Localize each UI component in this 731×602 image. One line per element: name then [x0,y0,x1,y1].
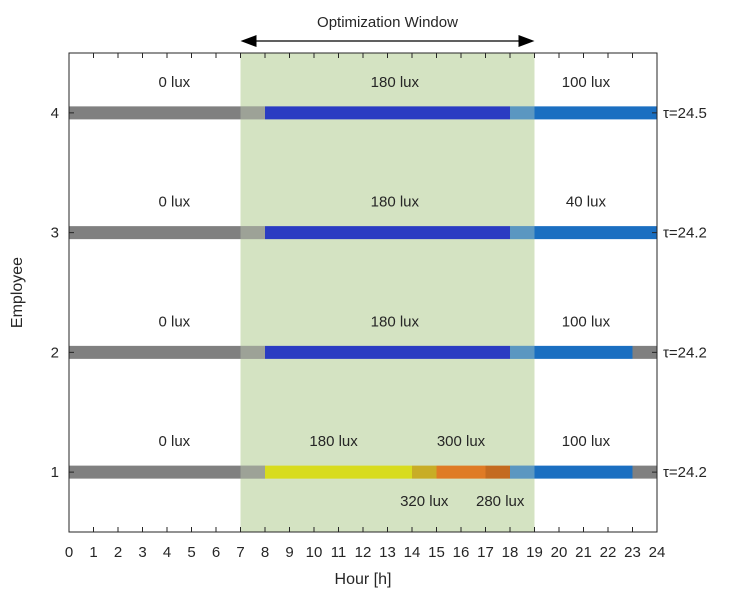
optimization-window-band [240,53,535,532]
bar-window-tint [240,345,265,359]
x-axis: 0 1 2 3 4 5 6 7 8 9 10 11 12 13 14 15 16 17 18 19 20 21 22 23 24 [65,53,666,561]
bar-segment [265,465,412,479]
bar-segment [436,465,486,479]
x-tick-label: 8 [261,544,269,561]
bar-segment [69,345,265,359]
bar-segment [510,465,633,479]
optimization-window-layer [240,53,535,532]
bar-segment [632,345,657,359]
bar-segment [485,465,510,479]
y-tick-label: 1 [51,464,59,481]
lux-label: 180 lux [371,74,420,91]
lux-label: 40 lux [566,194,607,211]
x-tick-label: 14 [404,544,421,561]
y-axis-label: Employee [9,257,26,328]
bar-segment [265,345,510,359]
tau-label: τ=24.2 [663,464,707,481]
lux-label: 180 lux [371,194,420,211]
x-tick-label: 16 [453,544,470,561]
lux-label: 100 lux [562,313,611,330]
y-tick-label: 2 [51,344,59,361]
bar-segment [510,226,657,240]
lux-label: 280 lux [476,493,525,510]
bar-window-tint [510,465,535,479]
x-axis-label: Hour [h] [335,571,392,588]
optimization-window-label: Optimization Window [317,14,458,31]
tau-label: τ=24.2 [663,225,707,242]
y-tick-label: 4 [51,105,59,122]
x-tick-label: 5 [187,544,195,561]
bar-segment [510,106,657,120]
x-tick-label: 10 [306,544,323,561]
bar-segment [69,106,265,120]
arrow-left-head [240,35,257,47]
lux-label: 300 lux [437,433,486,450]
tau-label: τ=24.5 [663,105,707,122]
lux-label: 100 lux [562,433,611,450]
optimization-window-header: Optimization Window [240,14,535,47]
bar-window-tint [510,345,535,359]
bar-segment [412,465,437,479]
x-tick-label: 7 [236,544,244,561]
lux-label: 180 lux [309,433,358,450]
tau-labels: τ=24.2 τ=24.2 τ=24.2 τ=24.5 [663,105,707,481]
lux-label: 0 lux [159,74,191,91]
x-tick-label: 18 [502,544,519,561]
x-tick-label: 11 [331,544,347,561]
bar-segment [265,226,510,240]
bar-segment [510,345,633,359]
x-tick-label: 3 [138,544,146,561]
bar-segment [69,465,265,479]
bar-segment [69,226,265,240]
lux-label: 100 lux [562,74,611,91]
x-tick-label: 20 [551,544,568,561]
lux-label: 180 lux [371,313,420,330]
y-tick-label: 3 [51,225,59,242]
x-tick-label: 24 [649,544,666,561]
x-tick-label: 13 [379,544,396,561]
x-tick-label: 21 [575,544,592,561]
bar-window-tint [510,106,535,120]
x-tick-label: 23 [624,544,641,561]
bar-window-tint [240,465,265,479]
x-tick-label: 2 [114,544,122,561]
lux-label: 0 lux [159,433,191,450]
x-tick-label: 22 [600,544,617,561]
x-tick-label: 1 [89,544,97,561]
x-tick-label: 12 [355,544,372,561]
x-tick-label: 0 [65,544,73,561]
arrow-right-head [518,35,535,47]
bar-window-tint [240,226,265,240]
x-tick-label: 4 [163,544,171,561]
lux-label: 320 lux [400,493,449,510]
lux-labels-layer: 0 lux 180 lux 300 lux 100 lux 320 lux 280 lux… [159,74,611,510]
x-tick-label: 17 [477,544,494,561]
x-tick-label: 9 [285,544,293,561]
bar-segment [265,106,510,120]
y-axis: 1 2 3 4 [51,105,657,481]
x-tick-label: 15 [428,544,445,561]
tau-label: τ=24.2 [663,344,707,361]
schedule-bars-layer [69,106,657,479]
x-tick-label: 6 [212,544,220,561]
x-tick-label: 19 [526,544,543,561]
lux-label: 0 lux [159,313,191,330]
bar-window-tint [240,106,265,120]
bar-window-tint [510,226,535,240]
bar-segment [632,465,657,479]
lux-label: 0 lux [159,194,191,211]
